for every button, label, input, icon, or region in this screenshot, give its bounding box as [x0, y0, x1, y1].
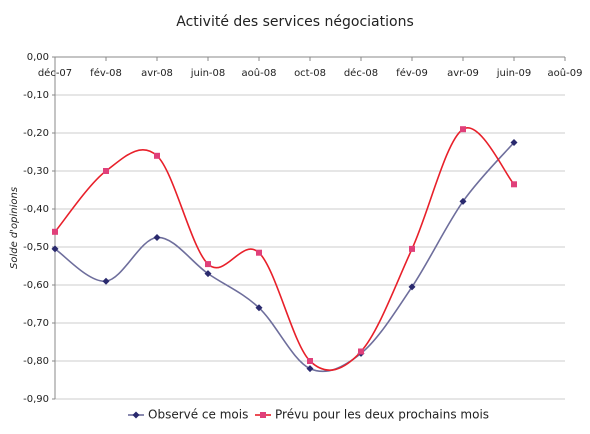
point	[306, 365, 314, 373]
x-tick-label: fév-09	[396, 67, 428, 79]
y-tick-label: -0,60	[23, 280, 49, 291]
legend-label: Observé ce mois	[148, 408, 248, 422]
y-tick-label: -0,40	[23, 204, 49, 215]
y-tick-label: -0,20	[23, 128, 49, 139]
x-tick-label: déc-07	[38, 67, 72, 79]
point	[510, 139, 518, 146]
x-tick-label: oct-08	[294, 68, 326, 79]
point	[154, 152, 160, 159]
y-tick-label: -0,10	[23, 90, 49, 101]
point	[460, 126, 466, 133]
x-tick-label: aoû-08	[242, 67, 277, 79]
series-line	[54, 141, 515, 373]
point	[409, 245, 415, 252]
point	[102, 277, 110, 285]
x-tick-label: avr-09	[447, 68, 479, 79]
x-tick-label: déc-08	[344, 67, 378, 79]
y-tick-label: -0,70	[23, 318, 49, 329]
x-tick-label: fév-08	[90, 67, 122, 79]
point	[153, 234, 161, 241]
point	[459, 197, 467, 205]
x-tick-label: juin-09	[496, 68, 532, 79]
y-tick-label: -0,30	[23, 166, 49, 177]
x-tick-label: avr-08	[141, 68, 173, 79]
point	[205, 261, 211, 268]
point	[204, 270, 212, 278]
point	[307, 358, 313, 364]
point	[103, 168, 109, 174]
y-axis-label: Solde d'opinions	[9, 187, 20, 269]
point	[358, 348, 364, 355]
y-tick-label: 0,00	[27, 52, 49, 63]
point	[132, 411, 140, 419]
series-line	[54, 127, 515, 371]
point	[256, 249, 262, 256]
x-tick-label: aoû-09	[548, 67, 583, 79]
point	[51, 245, 59, 253]
y-tick-label: -0,80	[23, 356, 49, 367]
chart-title: Activité des services négociations	[176, 14, 414, 30]
y-tick-label: -0,90	[23, 394, 49, 405]
point	[255, 304, 263, 312]
point	[511, 181, 517, 188]
legend-label: Prévu pour les deux prochains mois	[275, 408, 489, 422]
point	[408, 283, 416, 291]
point	[260, 412, 266, 418]
x-tick-label: juin-08	[190, 68, 226, 79]
point	[52, 228, 58, 235]
y-tick-label: -0,50	[23, 242, 49, 253]
